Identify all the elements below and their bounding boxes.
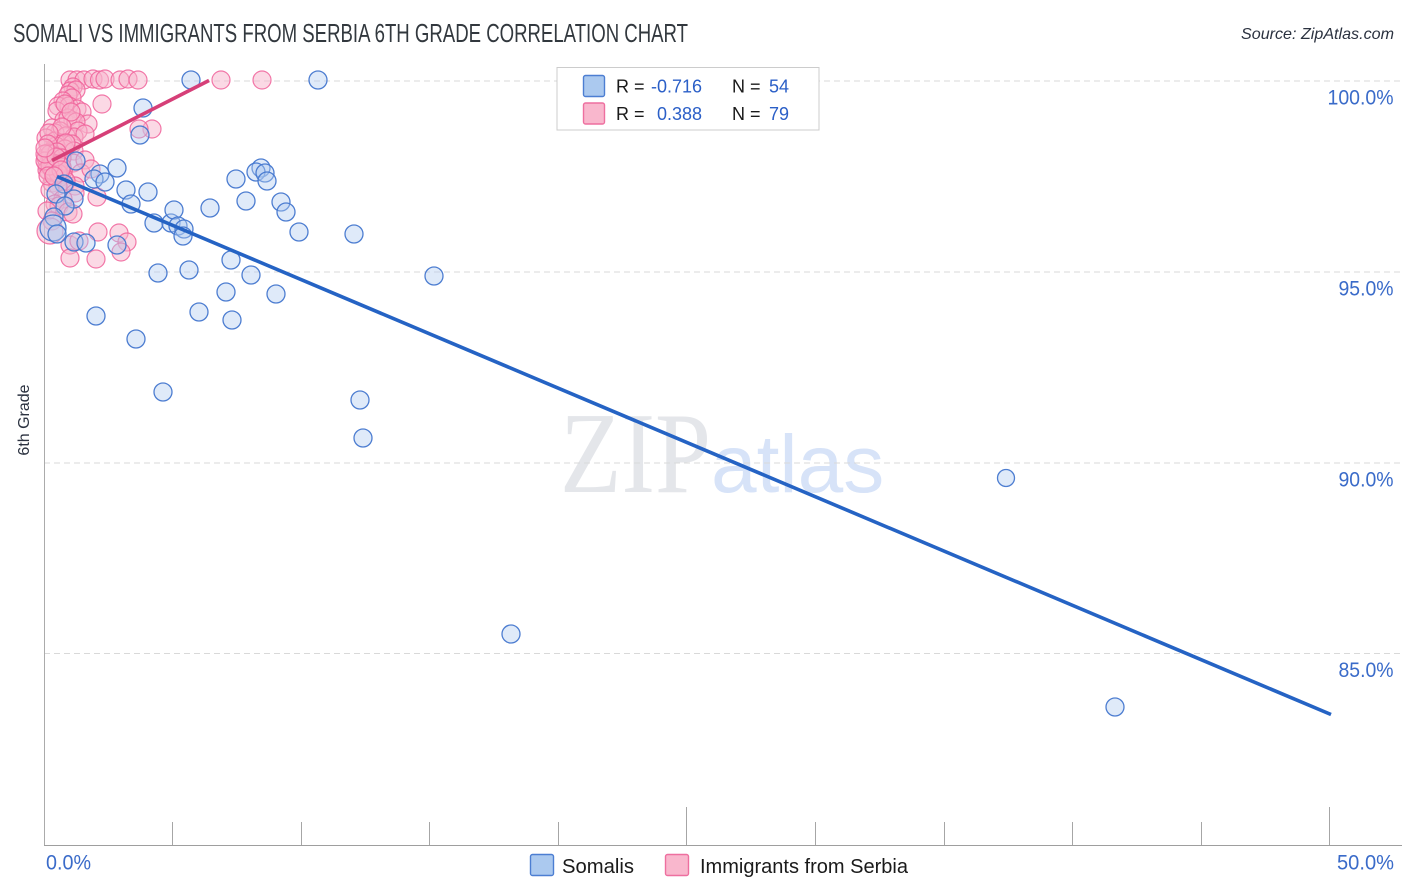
- svg-text:79: 79: [769, 104, 789, 124]
- svg-text:N =: N =: [732, 77, 761, 97]
- svg-text:Somalis: Somalis: [562, 856, 634, 878]
- svg-text:Immigrants from Serbia: Immigrants from Serbia: [700, 856, 909, 878]
- svg-text:-0.716: -0.716: [651, 77, 702, 97]
- svg-text:54: 54: [769, 77, 789, 97]
- svg-text:R =: R =: [616, 77, 645, 97]
- svg-text:N =: N =: [732, 104, 761, 124]
- svg-text:0.388: 0.388: [657, 104, 702, 124]
- svg-text:ZIP: ZIP: [560, 390, 711, 517]
- svg-text:85.0%: 85.0%: [1339, 659, 1394, 682]
- svg-text:Source: ZipAtlas.com: Source: ZipAtlas.com: [1241, 26, 1394, 43]
- svg-text:SOMALI VS IMMIGRANTS FROM SERB: SOMALI VS IMMIGRANTS FROM SERBIA 6TH GRA…: [13, 18, 688, 48]
- svg-text:95.0%: 95.0%: [1339, 278, 1394, 301]
- svg-text:6th Grade: 6th Grade: [16, 384, 33, 455]
- svg-text:100.0%: 100.0%: [1328, 87, 1394, 110]
- svg-text:50.0%: 50.0%: [1337, 852, 1394, 875]
- svg-text:90.0%: 90.0%: [1339, 469, 1394, 492]
- svg-text:R =: R =: [616, 104, 645, 124]
- svg-text:0.0%: 0.0%: [46, 852, 91, 875]
